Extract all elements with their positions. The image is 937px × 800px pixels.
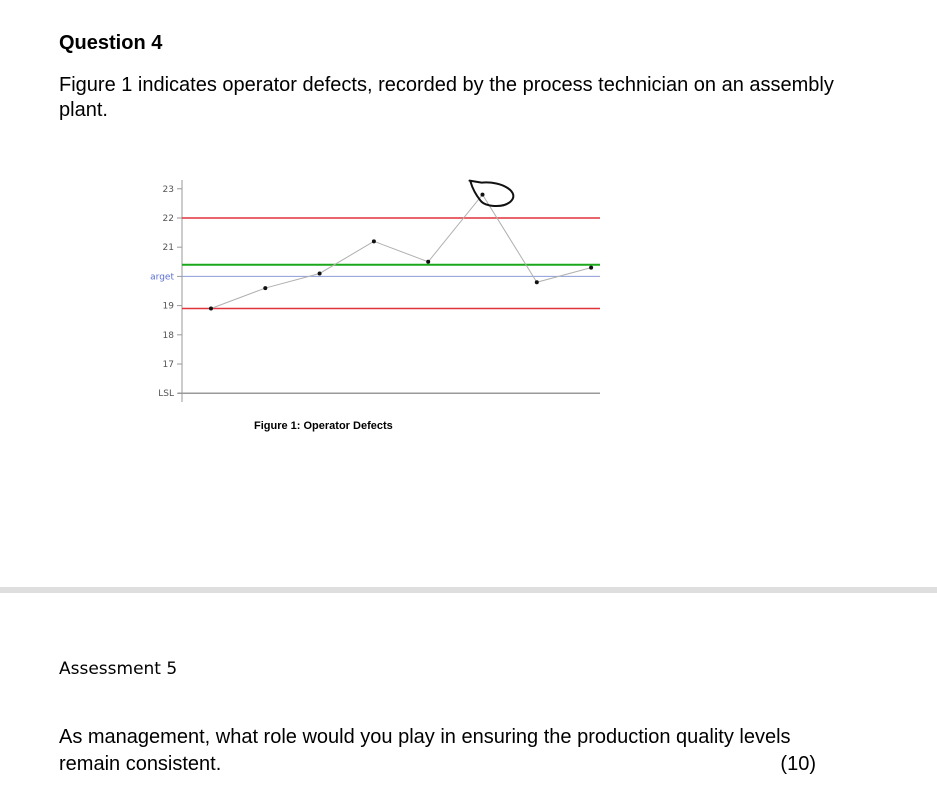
hand-drawn-circle-annotation [468,179,515,207]
y-tick-label: 19 [163,302,175,312]
assessment-label: Assessment 5 [59,659,178,679]
y-tick-label: 17 [163,360,174,370]
page-divider [0,587,937,593]
figure-caption: Figure 1: Operator Defects [254,420,393,432]
marks-label: (10) [780,753,816,775]
data-point [426,259,431,264]
chart-svg: 23 22 21 arget 19 18 17 LSL [150,179,600,402]
data-point [589,265,594,270]
page-bottom: Assessment 5 As management, what role wo… [0,593,937,800]
y-tick-label: 18 [163,331,175,341]
data-point [371,239,376,244]
data-point [209,306,213,311]
data-point [317,271,322,276]
data-point [480,192,485,197]
series-line [210,193,592,309]
y-tick-label: 22 [163,214,174,224]
y-tick-label: 23 [163,185,174,195]
question-title: Question 4 [59,32,163,54]
y-tick-label: LSL [158,389,174,399]
y-tick-label: 21 [163,243,174,253]
data-point [263,286,268,291]
assessment-question-line1: As management, what role would you play … [59,726,791,748]
y-tick-label: arget [150,272,174,282]
assessment-question-line2-row: remain consistent. (10) [59,751,816,778]
assessment-question: As management, what role would you play … [59,724,879,778]
operator-defects-chart: 23 22 21 arget 19 18 17 LSL [140,170,610,410]
question-intro: Figure 1 indicates operator defects, rec… [59,74,834,121]
page-top: Question 4 Figure 1 indicates operator d… [59,32,834,432]
assessment-question-line2: remain consistent. [59,753,222,775]
data-point [534,280,539,285]
